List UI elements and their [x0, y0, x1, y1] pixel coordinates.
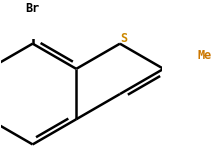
Text: Me: Me	[197, 49, 212, 62]
Text: Br: Br	[26, 2, 40, 15]
Text: S: S	[120, 32, 127, 45]
